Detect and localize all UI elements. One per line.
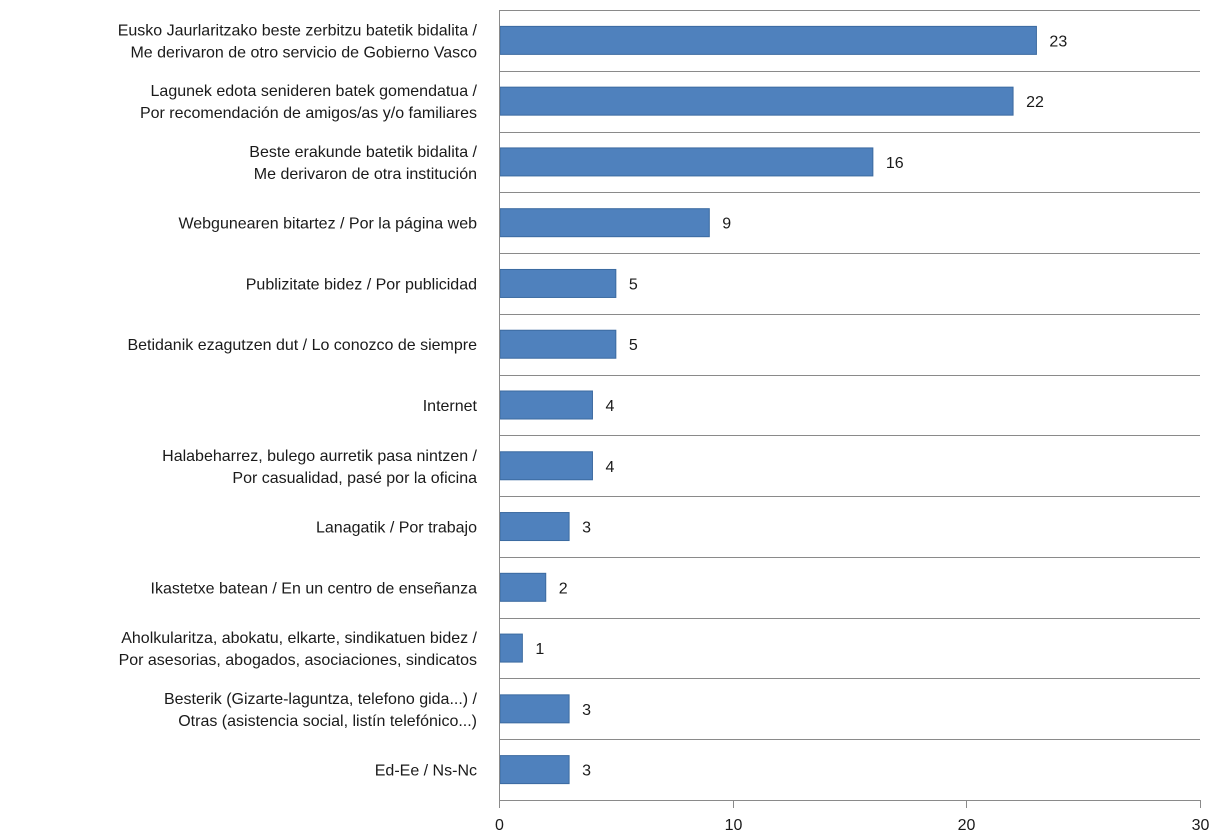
category-label: Me derivaron de otro servicio de Gobiern… [130, 44, 477, 61]
category-label: Beste erakunde batetik bidalita / [249, 144, 477, 161]
category-labels: Eusko Jaurlaritzako beste zerbitzu batet… [118, 22, 478, 779]
bar [499, 633, 523, 663]
category-label: Lanagatik / Por trabajo [316, 520, 477, 537]
category-label: Lagunek edota senideren batek gomendatua… [151, 83, 478, 100]
data-label: 1 [535, 641, 544, 658]
category-label: Besterik (Gizarte-laguntza, telefono gid… [164, 691, 478, 708]
category-label: Por recomendación de amigos/as y/o famil… [140, 105, 477, 122]
bar [499, 694, 570, 724]
category-label: Otras (asistencia social, listín telefón… [178, 713, 477, 730]
data-label: 22 [1026, 94, 1044, 111]
data-labels: 23 22 16 9 5 5 4 4 3 2 1 3 3 [535, 33, 1067, 779]
category-label: Publizitate bidez / Por publicidad [246, 276, 477, 293]
bars [499, 25, 1037, 785]
data-label: 5 [629, 276, 638, 293]
x-tick-label: 30 [1192, 817, 1210, 834]
bar [499, 268, 617, 298]
x-axis: 0 10 20 30 [495, 10, 1210, 834]
data-label: 4 [605, 398, 614, 415]
data-label: 23 [1049, 33, 1067, 50]
bar [499, 86, 1014, 116]
category-label: Webgunearen bitartez / Por la página web [178, 216, 477, 233]
x-tick-label: 0 [495, 817, 504, 834]
bar [499, 390, 593, 420]
data-label: 2 [559, 580, 568, 597]
category-label: Halabeharrez, bulego aurretik pasa nintz… [162, 448, 477, 465]
data-label: 4 [605, 459, 614, 476]
bar [499, 25, 1037, 55]
data-label: 3 [582, 702, 591, 719]
x-tick-label: 20 [958, 817, 976, 834]
data-label: 5 [629, 337, 638, 354]
category-label: Me derivaron de otra institución [254, 166, 477, 183]
data-label: 3 [582, 520, 591, 537]
bar [499, 451, 593, 481]
category-label: Por asesorias, abogados, asociaciones, s… [119, 652, 477, 669]
category-label: Eusko Jaurlaritzako beste zerbitzu batet… [118, 22, 478, 39]
bar [499, 329, 617, 359]
bar [499, 512, 570, 542]
category-label: Internet [423, 398, 478, 415]
data-label: 3 [582, 763, 591, 780]
data-label: 9 [722, 216, 731, 233]
bar [499, 755, 570, 785]
category-label: Por casualidad, pasé por la oficina [232, 470, 477, 487]
gridlines [499, 10, 1200, 801]
category-label: Aholkularitza, abokatu, elkarte, sindika… [121, 630, 477, 647]
bar [499, 147, 874, 177]
x-tick-label: 10 [725, 817, 743, 834]
data-label: 16 [886, 155, 904, 172]
bar [499, 208, 710, 238]
bar [499, 572, 547, 602]
category-label: Betidanik ezagutzen dut / Lo conozco de … [127, 337, 477, 354]
category-label: Ikastetxe batean / En un centro de enseñ… [151, 580, 478, 597]
category-label: Ed-Ee / Ns-Nc [375, 763, 477, 780]
